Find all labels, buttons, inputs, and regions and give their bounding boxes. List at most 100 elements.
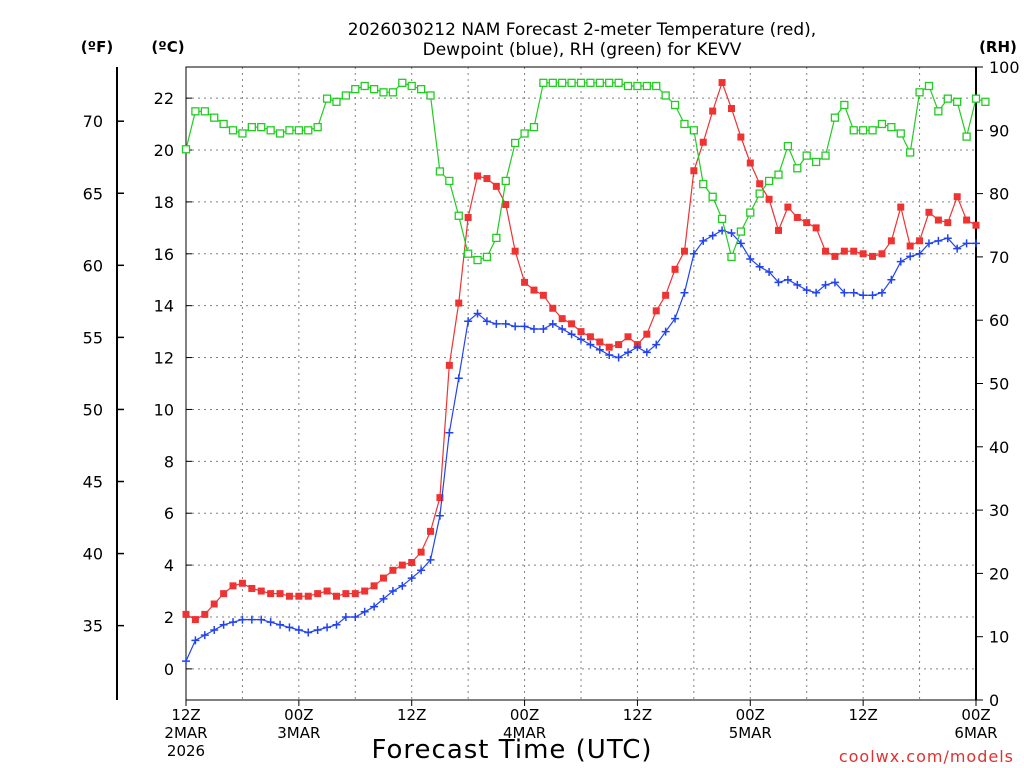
temperature-point [652,307,660,315]
gridlines [186,67,976,700]
rh-point [238,129,247,138]
x-tick-label: 2MAR [164,724,207,742]
temperature-point [859,250,867,258]
rh-point [426,91,435,100]
temperature-point [511,247,519,255]
dewpoint-point [605,350,614,359]
dewpoint-point [793,280,802,289]
rh-point [840,100,849,110]
temperature-point [671,265,679,273]
temperature-point [445,361,453,369]
dewpoint-point [877,288,886,297]
dewpoint-point [539,325,548,334]
rh-point [520,129,529,138]
x-tick-label: 6MAR [954,724,997,742]
x-tick-label: 12Z [623,706,652,724]
temperature-point [887,237,895,245]
temperature-point [464,213,472,221]
rh-point [783,141,793,151]
temperature-point [427,527,435,535]
temperature-point [934,216,942,224]
rh-point [924,81,934,91]
temperature-point [436,494,444,502]
temperature-point [586,333,594,341]
rh-point [727,252,736,262]
rh-point [200,107,209,116]
rh-point [454,211,463,220]
rh-point [482,252,492,262]
rh-point [971,94,981,103]
temperature-point [314,590,322,598]
rh-point [849,126,858,135]
dewpoint-point [548,319,557,328]
rh-point [558,78,567,87]
dewpoint-point [417,566,426,575]
rh-point [567,78,576,87]
x-tick-label: 12Z [171,706,200,724]
rh-point [802,151,811,160]
dewpoint-point [614,353,623,362]
rh-point [774,170,783,179]
temperature-point [323,587,331,595]
temperature-point [709,107,717,115]
temperature-point [285,592,293,600]
rh-point [501,176,510,186]
x-tick-label: 00Z [961,706,990,724]
rh-unit-label: (RH) [979,38,1017,56]
temperature-point [643,330,651,338]
chart-title-line1: 2026030212 NAM Forecast 2-meter Temperat… [348,20,816,40]
dewpoint-point [972,239,980,248]
temperature-point [746,159,754,167]
dewpoint-point [887,275,896,284]
celsius-tick-label: 2 [164,608,174,627]
x-tick-label: 4MAR [503,724,546,742]
rh-point [680,119,689,129]
temperature-point [690,167,698,175]
rh-point [633,81,642,91]
rh-point [266,126,275,135]
dewpoint-point [200,631,209,640]
dewpoint-point [341,612,350,621]
dewpoint-point [840,288,849,297]
rh-tick-label: 100 [989,58,1020,77]
celsius-tick-label: 6 [164,504,174,523]
rh-point [614,78,623,87]
dewpoint-point [247,615,256,624]
rh-tick-label: 80 [989,185,1009,204]
dewpoint-point [285,623,294,632]
celsius-tick-label: 10 [154,400,174,419]
temperature-point [831,252,839,260]
dewpoint-point [680,288,689,297]
temperature-point [718,79,726,87]
temperature-point [793,213,801,221]
rh-point [351,85,360,94]
series-temperature [182,79,980,624]
dewpoint-point [671,314,680,323]
dewpoint-point [906,252,915,261]
rh-point [304,126,313,135]
rh-point [191,107,200,116]
temperature-point [191,616,199,624]
temperature-point [906,242,914,250]
temperature-point [558,315,566,323]
dewpoint-point [276,620,285,629]
rh-point [360,81,369,91]
rh-point [416,85,426,94]
rh-point [746,208,755,217]
temperature-point [878,250,886,258]
rh-point [755,189,764,198]
rh-point [887,122,896,132]
rh-point [915,88,924,97]
temperature-point [238,579,246,587]
temperature-point [248,584,256,592]
temperature-point [972,221,980,229]
celsius-tick-label: 18 [154,193,174,212]
dewpoint-point [191,636,200,645]
dewpoint-point [454,374,463,383]
rh-point [407,81,416,91]
dewpoint-point [464,317,473,326]
dewpoint-point [266,618,275,627]
dewpoint-point [689,249,698,258]
temperature-point [944,219,952,227]
dewpoint-point [313,625,322,634]
